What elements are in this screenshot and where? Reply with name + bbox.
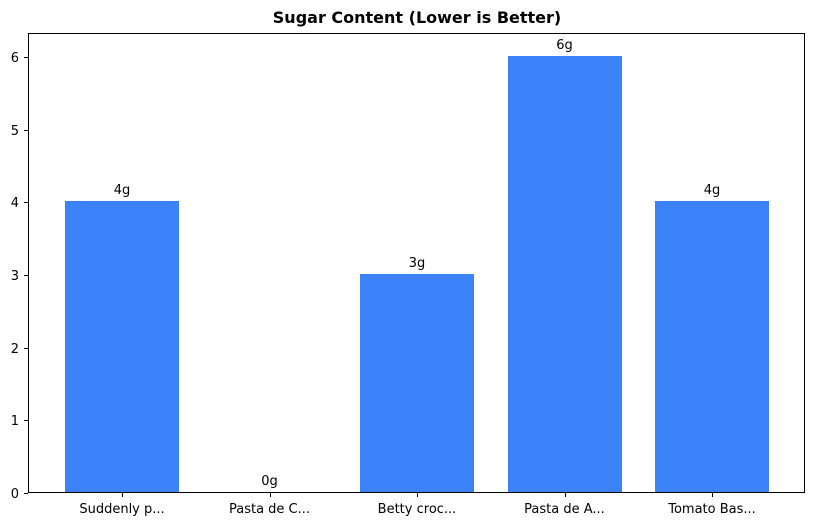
x-tick-mark: [712, 493, 713, 497]
y-tick-label: 1: [10, 414, 19, 429]
bar: [508, 56, 622, 492]
y-tick-mark: [24, 57, 28, 58]
chart-title: Sugar Content (Lower is Better): [272, 8, 562, 27]
y-tick-mark: [24, 420, 28, 421]
x-tick-label: Pasta de C...: [228, 502, 311, 517]
x-tick-mark: [417, 493, 418, 497]
y-tick-mark: [24, 493, 28, 494]
x-tick-label: Pasta de A...: [524, 502, 605, 517]
y-tick-label: 6: [10, 51, 19, 66]
y-tick-label: 4: [10, 196, 19, 211]
bar-value-label: 3g: [408, 256, 426, 271]
y-tick-label: 0: [10, 487, 19, 502]
x-tick-mark: [564, 493, 566, 497]
plot-area: 4g 0g 3g 6g 4g: [28, 33, 805, 493]
x-tick-label: Suddenly p...: [79, 502, 165, 517]
y-tick-label: 5: [10, 124, 19, 139]
x-tick-mark: [122, 493, 123, 497]
y-tick-label: 3: [10, 269, 19, 284]
y-tick-label: 2: [10, 342, 19, 357]
x-tick-label: Tomato Bas...: [668, 502, 756, 517]
x-tick-mark: [269, 493, 271, 497]
x-tick-label: Betty croc...: [377, 502, 457, 517]
bar-value-label: 4g: [113, 183, 131, 198]
bar-value-label: 4g: [703, 183, 721, 198]
bar: [360, 274, 474, 492]
bar-value-label: 0g: [261, 474, 278, 489]
y-tick-mark: [24, 202, 28, 203]
bar: [65, 201, 179, 492]
y-tick-mark: [24, 130, 28, 131]
y-tick-mark: [24, 275, 28, 276]
bar: [655, 201, 769, 492]
y-tick-mark: [24, 348, 28, 349]
bar-value-label: 6g: [556, 38, 573, 53]
